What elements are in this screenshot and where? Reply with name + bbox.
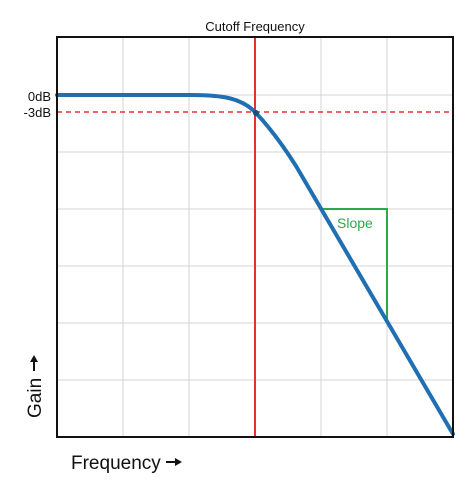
x-axis-label: Frequency	[71, 453, 161, 474]
plot-frame	[56, 36, 454, 438]
right-arrow-icon	[166, 458, 182, 466]
up-arrow-icon	[30, 355, 38, 371]
minus-three-db-label: -3dB	[24, 105, 51, 120]
slope-triangle	[321, 208, 388, 322]
cutoff-frequency-label: Cutoff Frequency	[205, 19, 305, 34]
cutoff-point-marker	[253, 110, 259, 116]
y-axis-label: Gain	[25, 378, 46, 418]
zero-db-label: 0dB	[28, 89, 51, 104]
slope-label: Slope	[337, 215, 373, 231]
